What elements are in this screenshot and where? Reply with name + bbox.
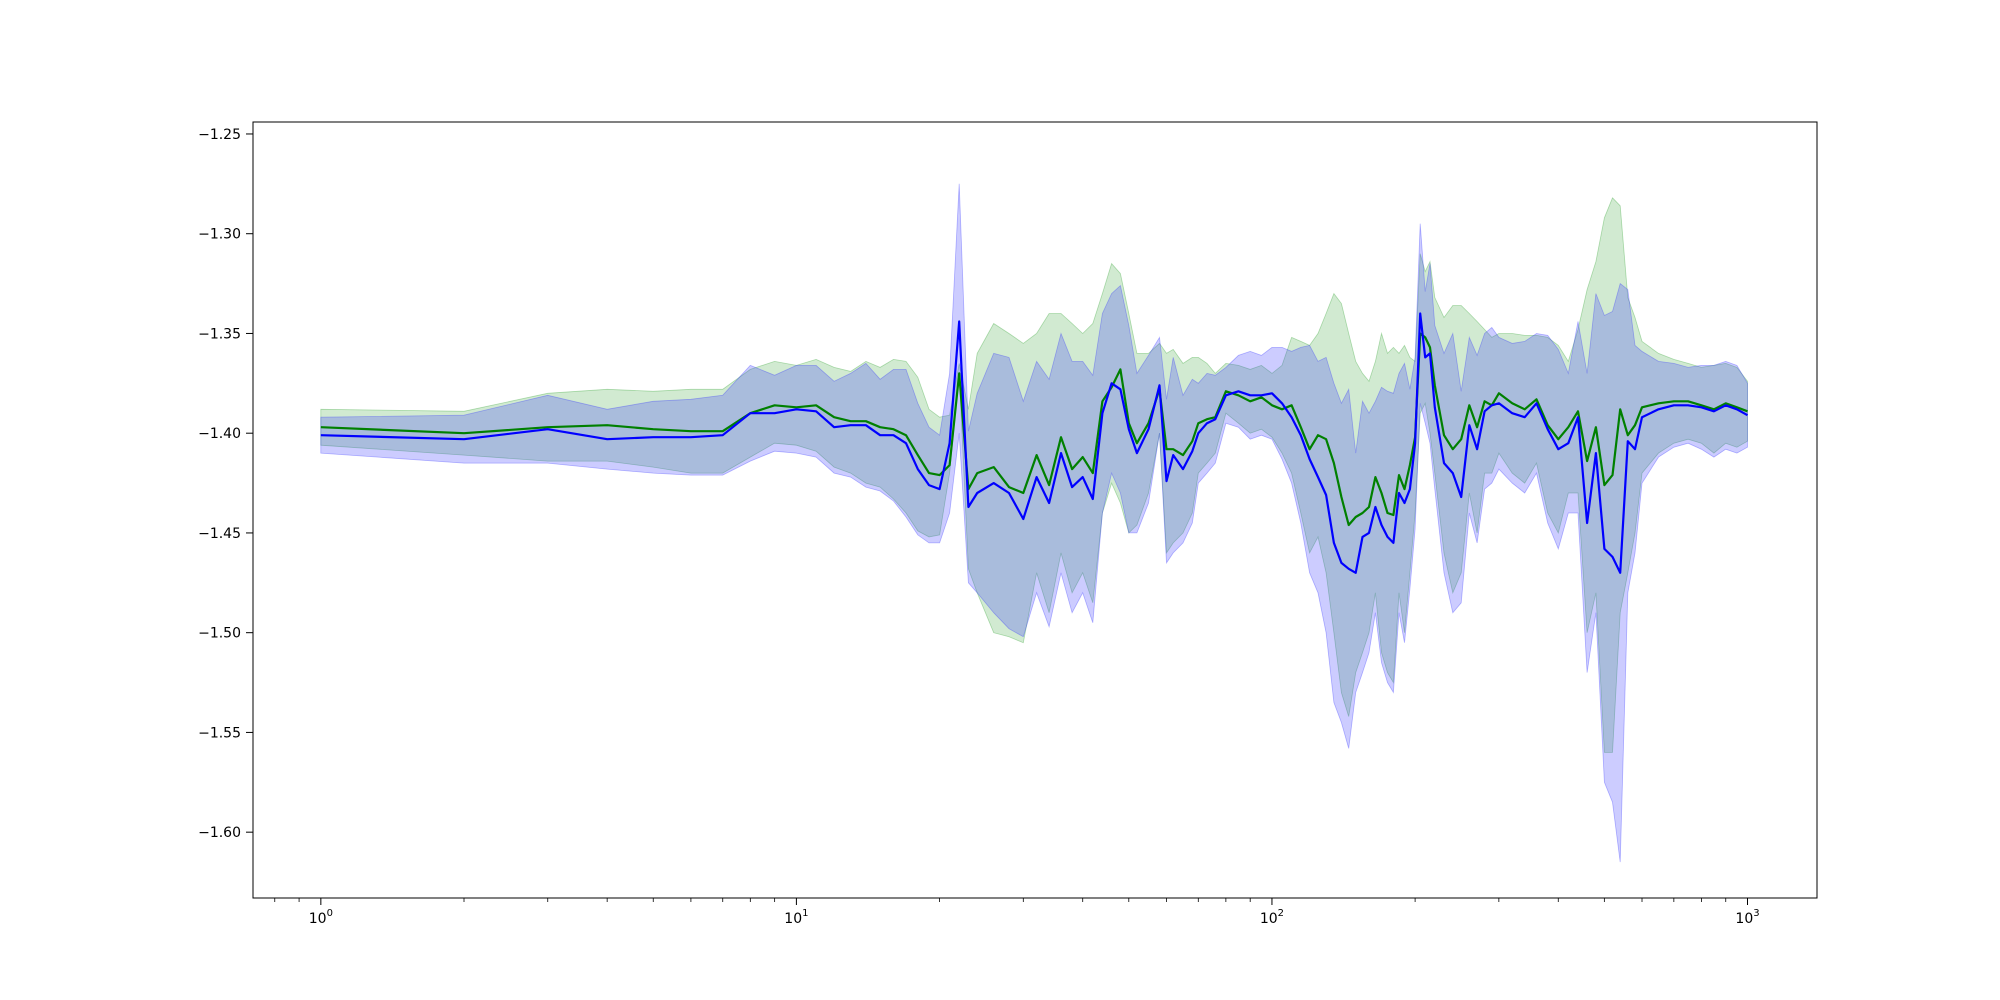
x-tick-label: 102: [1260, 908, 1284, 927]
x-tick-label: 103: [1735, 908, 1759, 927]
y-tick-label: −1.45: [198, 526, 241, 542]
series-1-band: [320, 197, 1748, 753]
x-tick-label: 100: [309, 908, 333, 927]
series-2-band: [320, 183, 1748, 863]
x-tick-label: 101: [784, 908, 808, 927]
x-axis: 100 101 102 103: [274, 898, 1760, 927]
series-1-line: [320, 332, 1748, 527]
y-tick-label: −1.55: [198, 725, 241, 741]
y-tick-label: −1.50: [198, 626, 241, 642]
y-tick-label: −1.25: [198, 127, 241, 143]
y-tick-label: −1.30: [198, 227, 241, 243]
series-2-line: [320, 312, 1749, 574]
y-tick-label: −1.40: [198, 426, 241, 442]
y-tick-label: −1.60: [198, 825, 241, 841]
series-lines: [320, 312, 1749, 574]
confidence-bands: [320, 183, 1748, 863]
y-tick-label: −1.35: [198, 326, 241, 342]
y-axis: −1.25 −1.30 −1.35 −1.40 −1.45 −1.50 −1.55 −1.60: [198, 127, 253, 841]
plot-frame: [252, 121, 1818, 899]
